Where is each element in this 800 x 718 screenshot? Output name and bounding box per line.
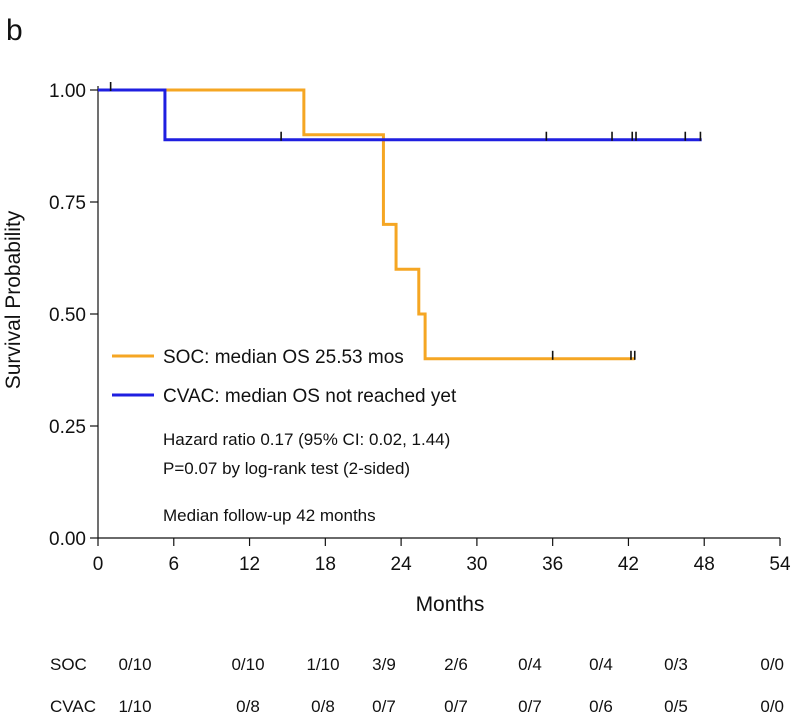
survival-curves	[98, 82, 702, 361]
legend: SOC: median OS 25.53 mos CVAC: median OS…	[112, 347, 457, 407]
x-tick-label: 30	[466, 554, 487, 575]
risk-cell: 0/0	[760, 697, 784, 716]
risk-cell: 0/7	[444, 697, 468, 716]
curve-cvac	[98, 88, 702, 142]
risk-cell: 0/7	[372, 697, 396, 716]
y-tick-label: 0.50	[49, 305, 86, 326]
risk-cell: 3/9	[372, 655, 396, 674]
annotation-follow-up: Median follow-up 42 months	[163, 506, 376, 525]
y-tick-label: 0.00	[49, 529, 86, 550]
risk-cell: 1/10	[118, 697, 151, 716]
y-tick-label: 1.00	[49, 81, 86, 102]
annotation-hazard-ratio: Hazard ratio 0.17 (95% CI: 0.02, 1.44)	[163, 430, 450, 449]
x-tick-label: 12	[239, 554, 260, 575]
risk-cell: 0/3	[664, 655, 688, 674]
risk-cell: 0/6	[589, 697, 613, 716]
x-tick-label: 24	[391, 554, 413, 575]
x-tick-label: 0	[93, 554, 104, 575]
x-tick-label: 54	[769, 554, 791, 575]
risk-cell: 0/10	[118, 655, 151, 674]
y-tick-label: 0.75	[49, 193, 86, 214]
legend-label-cvac: CVAC: median OS not reached yet	[163, 386, 457, 407]
risk-row-label: CVAC	[50, 697, 96, 716]
y-axis-title: Survival Probability	[2, 210, 25, 389]
risk-cell: 0/0	[760, 655, 784, 674]
x-tick-label: 48	[694, 554, 715, 575]
x-tick-label: 6	[168, 554, 179, 575]
x-axis-title: Months	[416, 593, 485, 616]
risk-cell: 0/8	[236, 697, 260, 716]
risk-cell: 0/5	[664, 697, 688, 716]
axes: 0 6 12 18 24 30 36 42 48 54 0.00 0.25 0.50 0.75 1.00	[49, 81, 791, 575]
panel-label: b	[6, 14, 23, 47]
risk-table: SOC 0/10 0/10 1/10 3/9 2/6 0/4 0/4 0/3 0/0 CVAC 1/1…	[50, 655, 784, 716]
y-tick-label: 0.25	[49, 417, 86, 438]
annotations: Hazard ratio 0.17 (95% CI: 0.02, 1.44) P…	[163, 430, 450, 525]
risk-row-label: SOC	[50, 655, 87, 674]
risk-cell: 0/4	[518, 655, 542, 674]
legend-label-soc: SOC: median OS 25.53 mos	[163, 347, 404, 368]
risk-cell: 2/6	[444, 655, 468, 674]
risk-cell: 0/8	[311, 697, 335, 716]
curve-soc	[98, 88, 635, 361]
risk-cell: 0/4	[589, 655, 613, 674]
x-tick-label: 36	[542, 554, 563, 575]
annotation-p-value: P=0.07 by log-rank test (2-sided)	[163, 459, 410, 478]
x-tick-label: 42	[618, 554, 639, 575]
risk-cell: 1/10	[306, 655, 339, 674]
risk-cell: 0/10	[231, 655, 264, 674]
x-tick-label: 18	[315, 554, 336, 575]
risk-cell: 0/7	[518, 697, 542, 716]
